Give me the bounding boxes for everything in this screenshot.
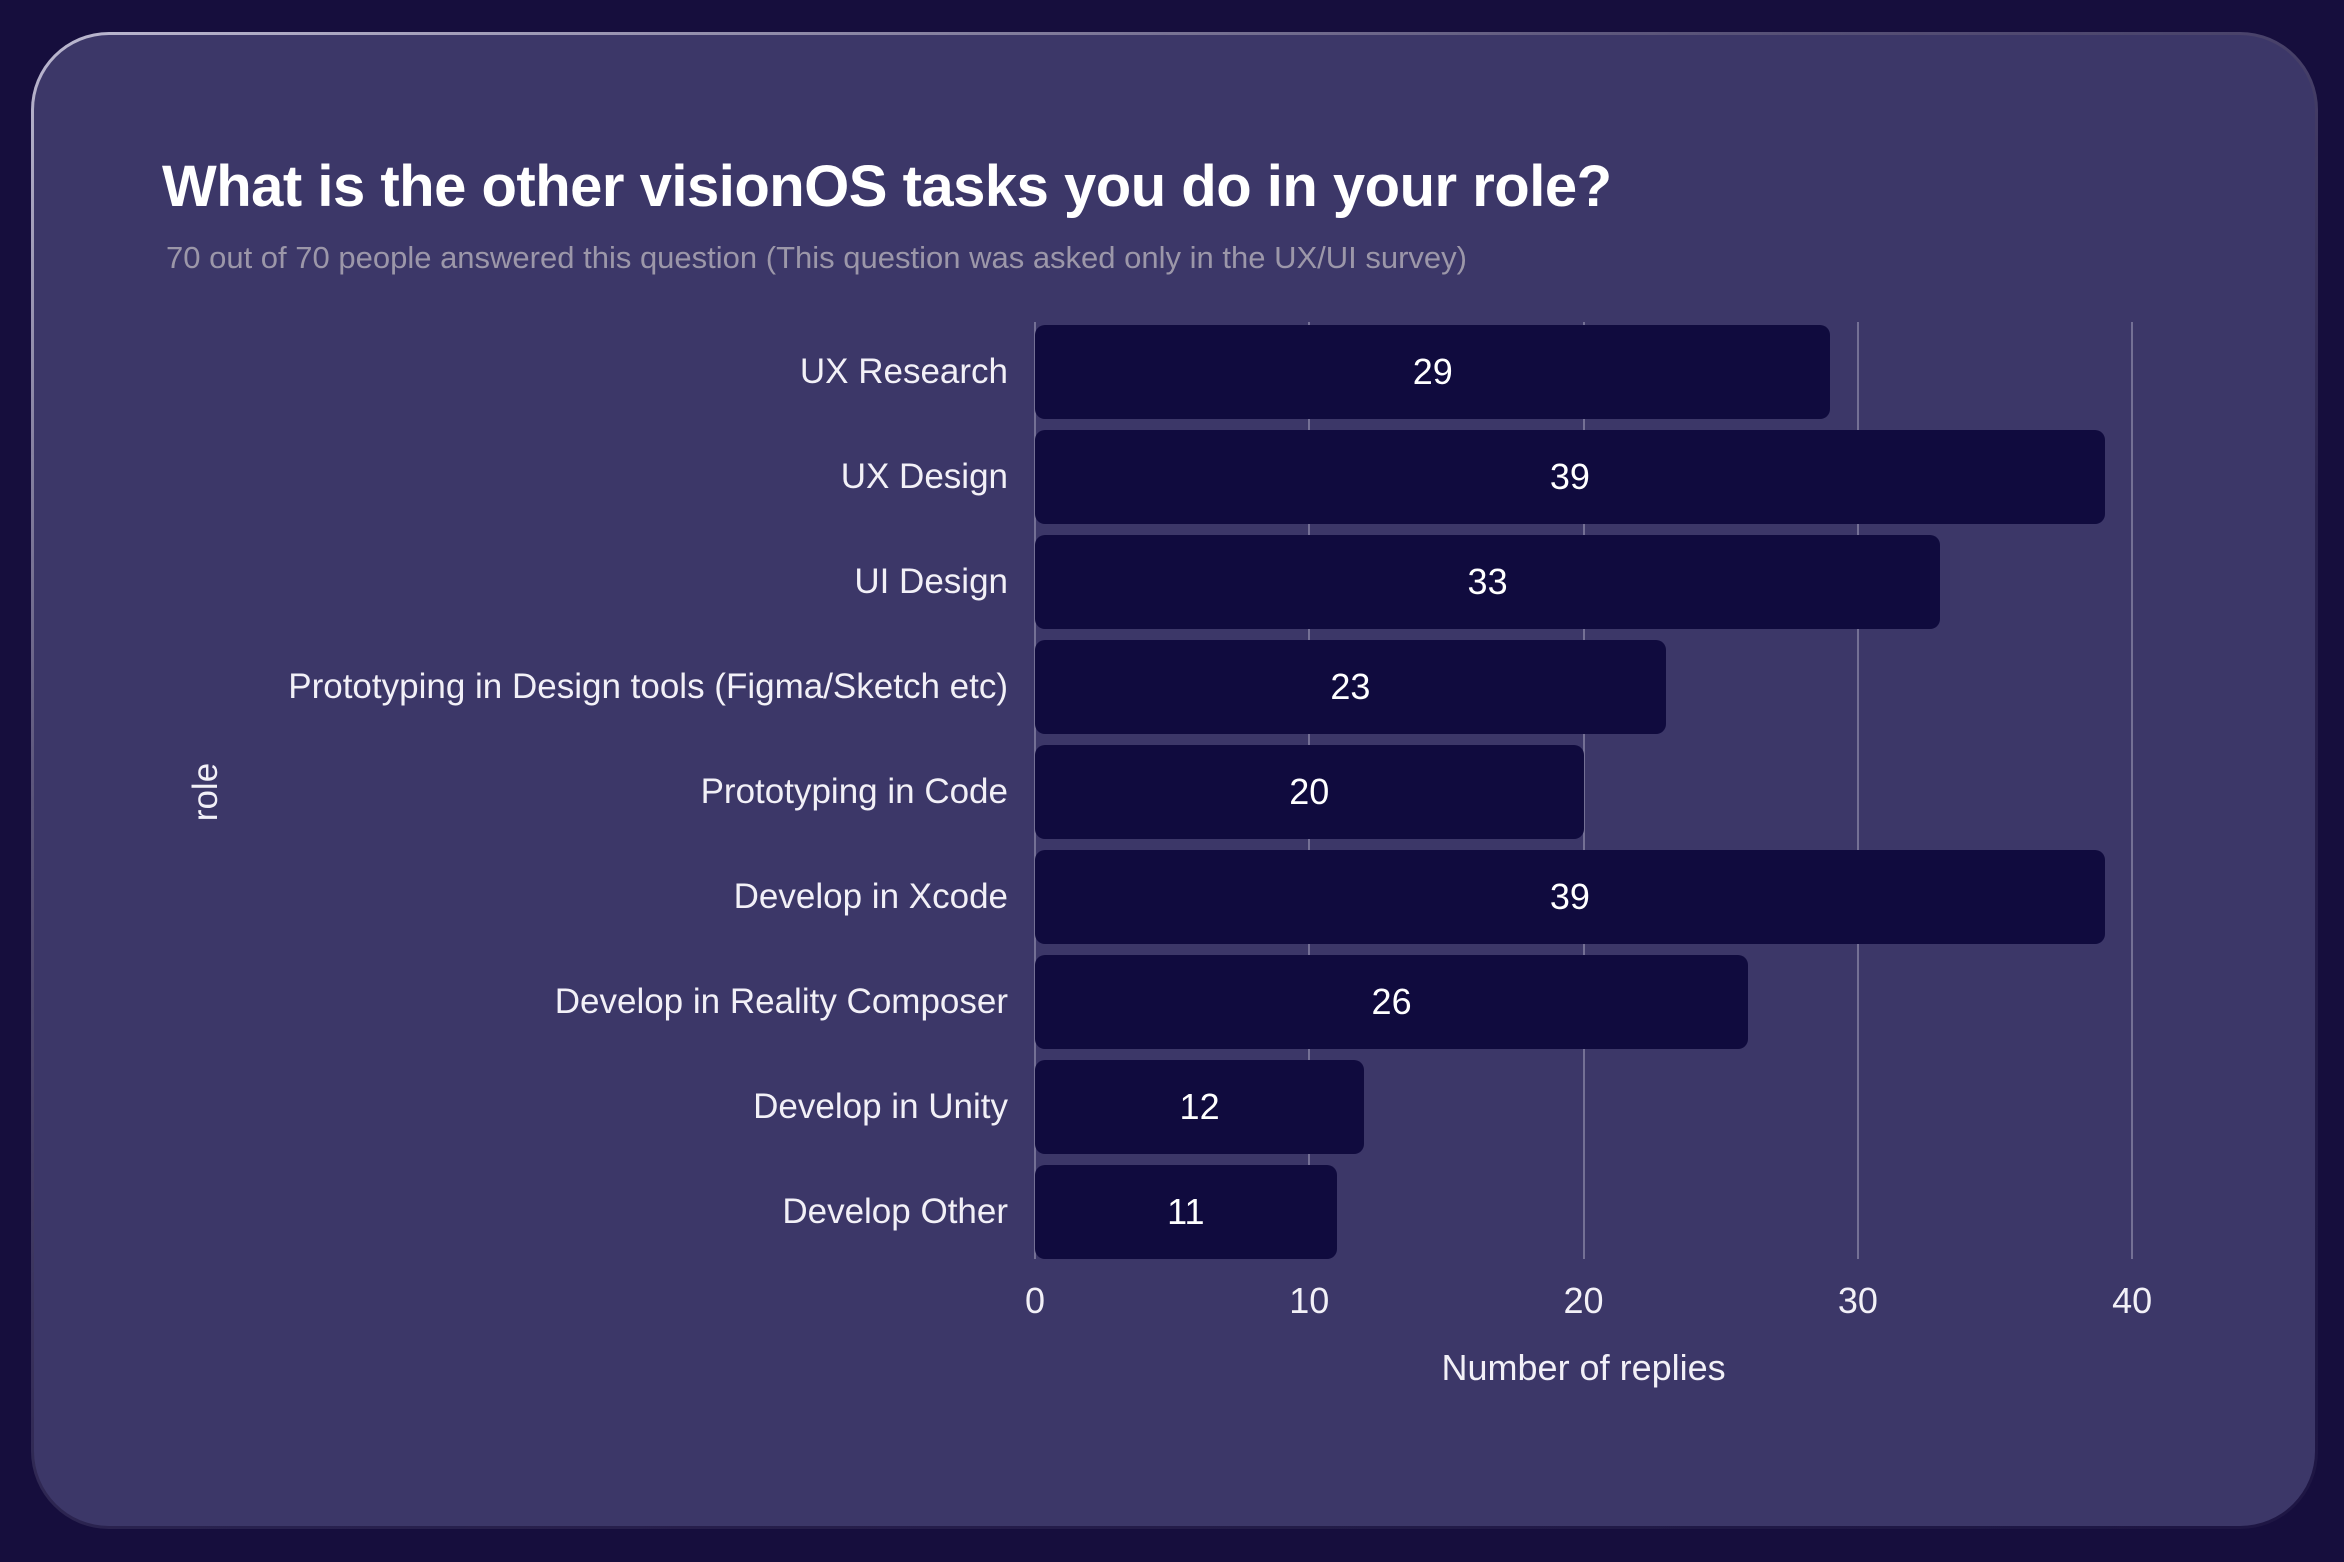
bar-track: 29 <box>1035 325 2187 419</box>
bar-value-label: 39 <box>1549 876 1590 917</box>
survey-chart-card: What is the other visionOS tasks you do … <box>31 32 2318 1529</box>
bar-value-label: 12 <box>1179 1086 1220 1127</box>
bar: 29 <box>1035 325 1831 419</box>
gridline-20 <box>1582 322 1585 1259</box>
bar-chart: UX Research 29 UX Design 39 UI Design 33 Proto… <box>34 322 2187 1259</box>
bar-value-label: 23 <box>1330 666 1371 707</box>
chart-row: Develop in Unity 12 <box>34 1060 2187 1154</box>
bar: 23 <box>1035 640 1666 734</box>
bar-value-label: 26 <box>1371 981 1412 1022</box>
category-label: Develop in Xcode <box>733 877 1008 916</box>
chart-rows: UX Research 29 UX Design 39 UI Design 33 Proto… <box>34 325 2187 1259</box>
category-label: Develop Other <box>782 1192 1008 1231</box>
bar-track: 20 <box>1035 745 2187 839</box>
category-label: Prototyping in Code <box>700 772 1008 811</box>
category-label: Develop in Reality Composer <box>554 982 1008 1021</box>
bar-track: 11 <box>1035 1165 2187 1259</box>
bar-track: 23 <box>1035 640 2187 734</box>
bar: 33 <box>1035 535 1941 629</box>
bar-value-label: 39 <box>1549 456 1590 497</box>
bar: 26 <box>1035 955 1749 1049</box>
bar-track: 39 <box>1035 850 2187 944</box>
category-label: Develop in Unity <box>753 1087 1008 1126</box>
chart-row: UI Design 33 <box>34 535 2187 629</box>
bar-track: 33 <box>1035 535 2187 629</box>
category-label: UI Design <box>854 562 1008 601</box>
bar-track: 39 <box>1035 430 2187 524</box>
category-label: Prototyping in Design tools (Figma/Sketc… <box>288 667 1008 706</box>
x-tick-label: 10 <box>1289 1280 1330 1321</box>
bar: 39 <box>1035 430 2105 524</box>
chart-row: Develop Other 11 <box>34 1165 2187 1259</box>
bar-track: 12 <box>1035 1060 2187 1154</box>
chart-subtitle: 70 out of 70 people answered this questi… <box>166 240 1468 275</box>
chart-row: UX Research 29 <box>34 325 2187 419</box>
category-label: UX Design <box>840 457 1008 496</box>
bar-value-label: 20 <box>1289 771 1330 812</box>
bar-track: 26 <box>1035 955 2187 1049</box>
chart-row: Prototyping in Code 20 <box>34 745 2187 839</box>
gridline-30 <box>1856 322 1859 1259</box>
chart-row: Develop in Xcode 39 <box>34 850 2187 944</box>
gridline-40 <box>2131 322 2134 1259</box>
x-axis-ticks: 0 10 20 30 40 <box>1025 1279 2187 1323</box>
bar-value-label: 33 <box>1467 561 1508 602</box>
chart-row: Prototyping in Design tools (Figma/Sketc… <box>34 640 2187 734</box>
bar: 39 <box>1035 850 2105 944</box>
x-axis-title-wrap: Number of replies <box>1035 1347 2187 1389</box>
bar-value-label: 29 <box>1412 351 1453 392</box>
bar: 11 <box>1035 1165 1337 1259</box>
bar: 20 <box>1035 745 1584 839</box>
chart-row: UX Design 39 <box>34 430 2187 524</box>
x-tick-label: 0 <box>1024 1280 1046 1321</box>
x-tick-label: 30 <box>1837 1280 1878 1321</box>
x-tick-label: 20 <box>1563 1280 1604 1321</box>
chart-row: Develop in Reality Composer 26 <box>34 955 2187 1049</box>
x-axis-title: Number of replies <box>1441 1347 1726 1388</box>
category-label: UX Research <box>799 352 1008 391</box>
bar-value-label: 11 <box>1167 1191 1205 1232</box>
chart-title: What is the other visionOS tasks you do … <box>162 154 1612 219</box>
bar: 12 <box>1035 1060 1365 1154</box>
x-tick-label: 40 <box>2112 1280 2153 1321</box>
